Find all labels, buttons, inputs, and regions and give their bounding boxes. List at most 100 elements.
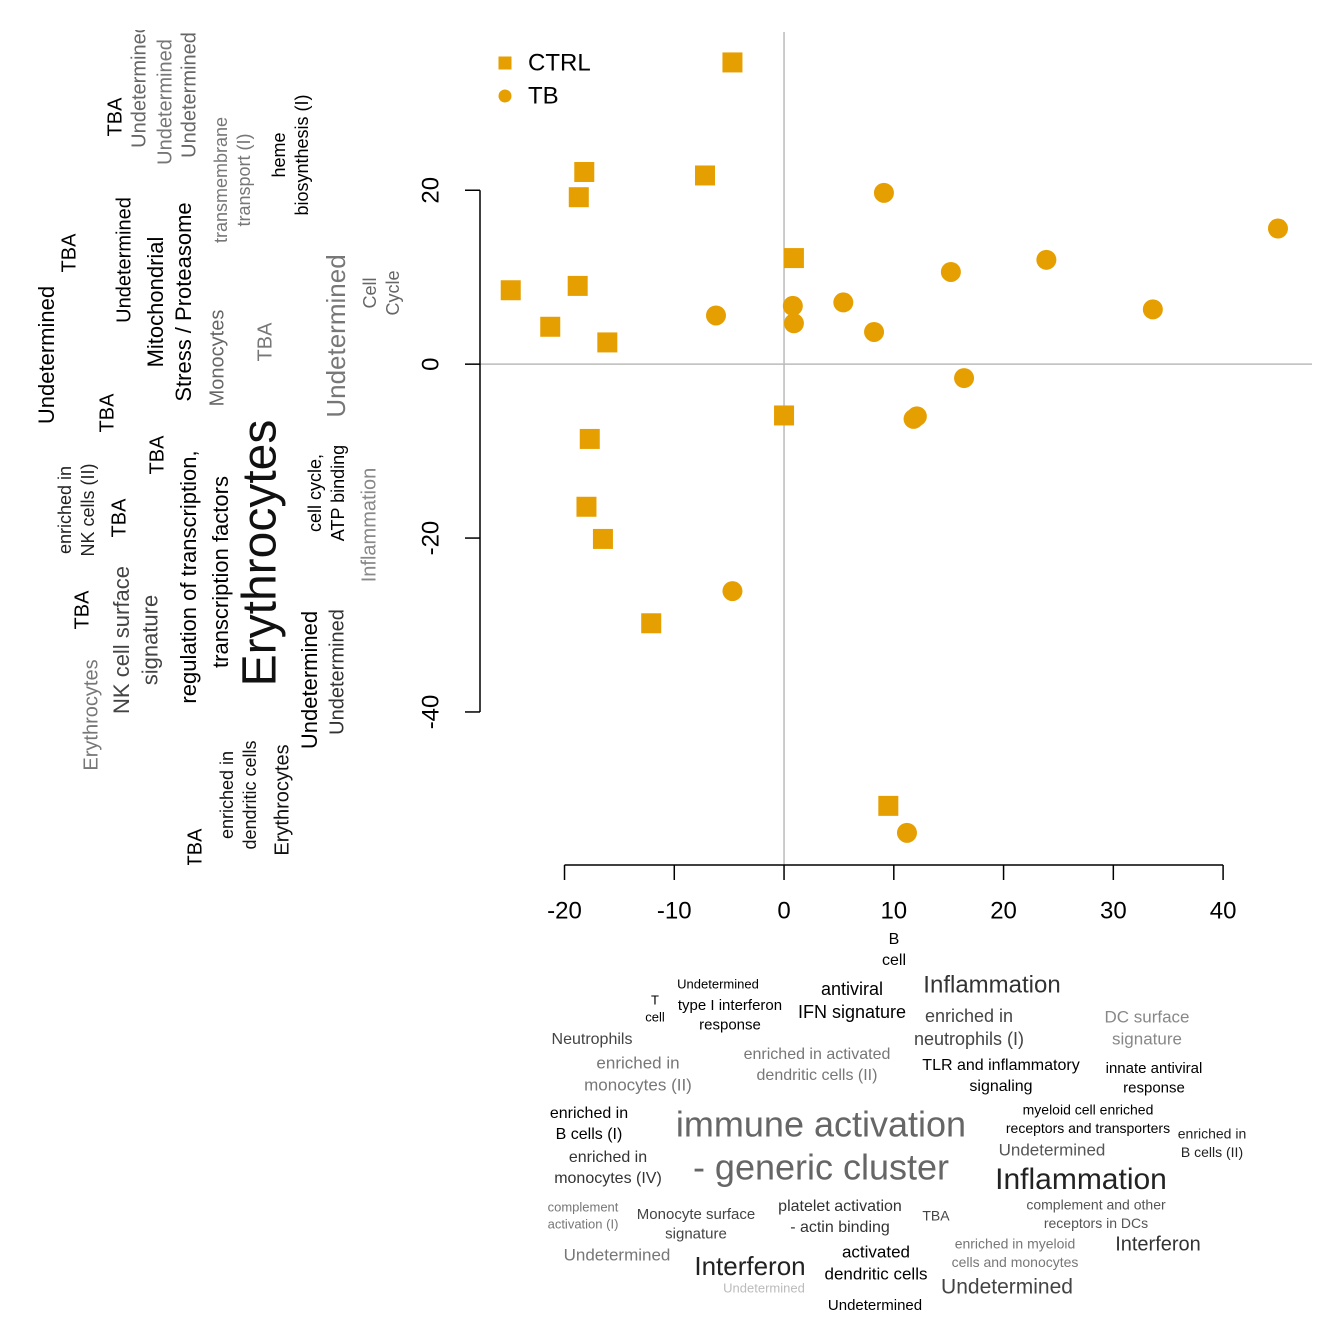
point bbox=[774, 405, 795, 426]
word: enriched in bbox=[55, 466, 75, 554]
word: IFN signature bbox=[798, 1002, 906, 1022]
word: B bbox=[889, 931, 900, 948]
word: dendritic cells (II) bbox=[757, 1067, 878, 1084]
word: Cycle bbox=[383, 270, 403, 315]
word: Erythrocytes bbox=[80, 659, 102, 770]
word: dendritic cells bbox=[240, 740, 260, 849]
point bbox=[1036, 249, 1057, 270]
y-tick-label: 0 bbox=[417, 357, 444, 370]
word: Cell bbox=[360, 277, 380, 308]
point bbox=[833, 292, 854, 313]
word: Inflammation bbox=[358, 468, 380, 583]
point bbox=[722, 581, 743, 602]
word: activation (I) bbox=[548, 1216, 619, 1231]
word: Erythrocytes bbox=[234, 420, 287, 687]
left-word-cloud: TBA Undetermined Undetermined Undeterminedt… bbox=[34, 30, 403, 868]
word: transport (I) bbox=[234, 133, 254, 226]
word: Undetermined bbox=[34, 286, 59, 424]
word: transcription factors bbox=[208, 476, 233, 668]
word: antiviral bbox=[821, 979, 883, 999]
word: Inflammation bbox=[995, 1163, 1167, 1196]
word: dendritic cells bbox=[825, 1265, 928, 1284]
word: TBA bbox=[146, 435, 168, 475]
word: monocytes (IV) bbox=[554, 1170, 662, 1187]
word: regulation of transcription, bbox=[176, 450, 201, 703]
word: TBA bbox=[184, 828, 206, 868]
word: Undetermined bbox=[828, 1297, 922, 1314]
word: cells and monocytes bbox=[952, 1254, 1079, 1270]
word: Neutrophils bbox=[552, 1031, 633, 1048]
word: neutrophils (I) bbox=[914, 1029, 1024, 1049]
word: receptors and transporters bbox=[1006, 1120, 1170, 1136]
word: cell bbox=[882, 952, 906, 969]
word: Undetermined bbox=[321, 254, 351, 417]
word: Interferon bbox=[1115, 1233, 1201, 1255]
point bbox=[722, 52, 743, 73]
x-tick-label: 40 bbox=[1210, 897, 1237, 924]
word: signature bbox=[665, 1225, 727, 1242]
word: complement and other bbox=[1026, 1197, 1166, 1213]
legend-label: CTRL bbox=[528, 49, 591, 76]
point bbox=[873, 182, 894, 203]
word: Monocyte surface bbox=[637, 1206, 755, 1223]
word: enriched in bbox=[217, 751, 237, 839]
legend-marker bbox=[498, 89, 512, 103]
point bbox=[906, 406, 927, 427]
word: TBA bbox=[922, 1208, 950, 1224]
legend-marker bbox=[498, 56, 512, 70]
word: myeloid cell enriched bbox=[1023, 1102, 1154, 1118]
word: NK cell surface bbox=[109, 566, 134, 714]
word: Undetermined bbox=[326, 609, 348, 735]
word: enriched in bbox=[1178, 1126, 1247, 1142]
word: Undetermined bbox=[564, 1245, 671, 1264]
word: signature bbox=[137, 595, 162, 686]
word: Interferon bbox=[694, 1251, 805, 1281]
word: Undetermined bbox=[999, 1140, 1106, 1159]
point bbox=[940, 261, 961, 282]
word: Mitochondrial bbox=[143, 237, 168, 368]
word: platelet activation bbox=[778, 1198, 902, 1215]
word: Undetermined bbox=[154, 39, 176, 165]
word: ATP binding bbox=[328, 445, 348, 541]
word: Inflammation bbox=[923, 971, 1060, 998]
word: Undetermined bbox=[297, 611, 322, 749]
word: complement bbox=[548, 1199, 619, 1214]
point bbox=[783, 248, 804, 269]
word: DC surface bbox=[1104, 1007, 1189, 1026]
word: activated bbox=[842, 1242, 910, 1261]
point bbox=[896, 822, 917, 843]
word: transmembrane bbox=[211, 117, 231, 243]
word: TBA bbox=[104, 97, 126, 137]
scatter-plot: -40 -20 0 20 -20 -10 0 10 20 30 40 CTRL TB bbox=[417, 32, 1312, 924]
point bbox=[954, 368, 975, 389]
x-tick-label: 0 bbox=[777, 897, 790, 924]
y-tick-label: -20 bbox=[417, 521, 444, 556]
x-tick-label: -20 bbox=[547, 897, 582, 924]
y-tick-label: 20 bbox=[417, 177, 444, 204]
word: response bbox=[699, 1016, 761, 1033]
point bbox=[576, 496, 597, 517]
word: signature bbox=[1112, 1030, 1182, 1049]
point bbox=[695, 165, 716, 186]
word: Erythrocytes bbox=[271, 744, 293, 855]
word: monocytes (II) bbox=[584, 1076, 692, 1095]
word: signaling bbox=[969, 1078, 1032, 1095]
word: Undetermined bbox=[178, 32, 200, 158]
word: NK cells (II) bbox=[78, 463, 98, 556]
point bbox=[500, 280, 521, 301]
word: TBA bbox=[254, 322, 276, 362]
word: Monocytes bbox=[206, 310, 228, 407]
word: B cells (II) bbox=[1181, 1144, 1243, 1160]
point bbox=[567, 275, 588, 296]
word: enriched in bbox=[596, 1053, 679, 1072]
point bbox=[705, 305, 726, 326]
word: Undetermined bbox=[941, 1276, 1073, 1299]
word: enriched in activated bbox=[744, 1046, 891, 1063]
word: biosynthesis (I) bbox=[292, 94, 312, 215]
point bbox=[864, 321, 885, 342]
word: enriched in myeloid bbox=[955, 1236, 1076, 1252]
point bbox=[597, 332, 618, 353]
word: Undetermined bbox=[113, 197, 135, 323]
